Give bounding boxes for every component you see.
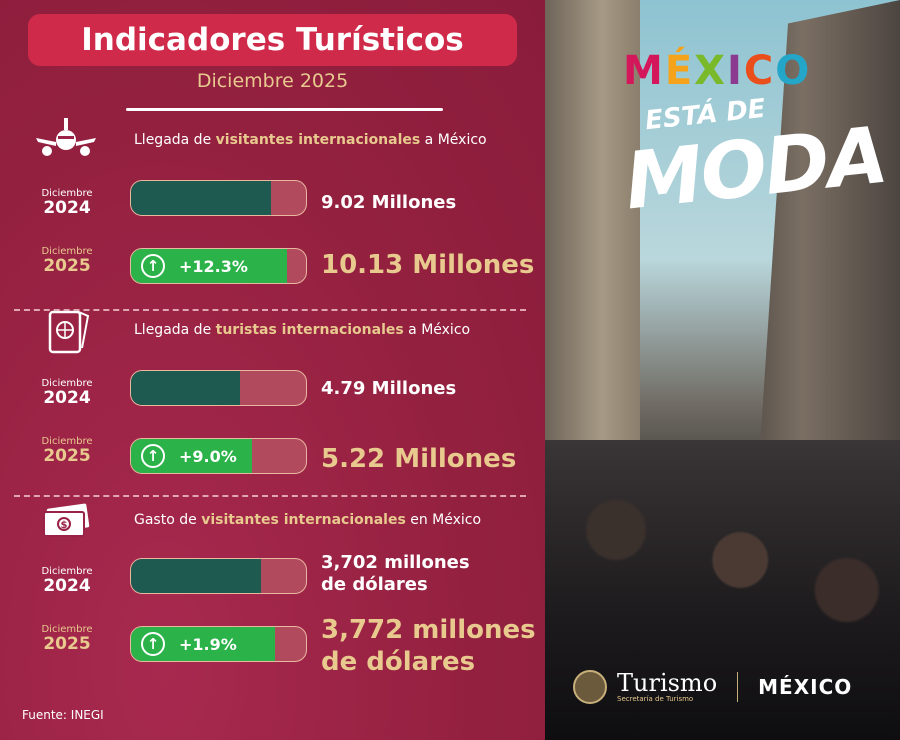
indicator-section: Llegada de visitantes internacionales a … <box>0 118 545 298</box>
year-label-prev: Diciembre 2024 <box>41 378 93 408</box>
indicator-section: Llegada de turistas internacionales a Mé… <box>0 308 545 488</box>
national-seal-icon <box>573 670 607 704</box>
bar-prev <box>130 370 307 406</box>
page-title: Indicadores Turísticos <box>28 14 517 66</box>
bar-fill-prev <box>131 181 271 215</box>
change-percent: +12.3% <box>179 256 248 276</box>
divider <box>126 108 443 111</box>
brand-subtitle: Secretaría de Turismo <box>617 695 694 703</box>
year-label-curr: Diciembre 2025 <box>41 624 93 654</box>
section-divider <box>14 495 526 497</box>
year-label-prev: Diciembre 2024 <box>41 566 93 596</box>
bar-prev <box>130 558 307 594</box>
indicator-section: $ Gasto de visitantes internacionales en… <box>0 496 545 677</box>
brand-name: Turismo <box>617 669 718 697</box>
money-icon: $ <box>34 496 98 544</box>
section-title: Llegada de turistas internacionales a Mé… <box>134 322 471 338</box>
section-title: Gasto de visitantes internacionales en M… <box>134 512 482 528</box>
bar-fill-curr: ↑ +1.9% <box>131 627 275 661</box>
page-subtitle: Diciembre 2025 <box>196 70 349 92</box>
bar-fill-prev <box>131 559 261 593</box>
bar-prev <box>130 180 307 216</box>
bar-curr: ↑ +12.3% <box>130 248 307 284</box>
value-curr: 10.13 Millones <box>321 250 535 280</box>
change-percent: +1.9% <box>179 634 237 654</box>
section-divider <box>14 309 526 311</box>
infographic-panel: Indicadores Turísticos Diciembre 2025 Ll… <box>0 0 545 740</box>
value-prev: 4.79 Millones <box>321 378 457 399</box>
value-prev: 3,702 millones de dólares <box>321 552 470 595</box>
airplane-icon <box>34 118 98 166</box>
separator <box>737 672 739 702</box>
arrow-up-icon: ↑ <box>141 254 165 278</box>
bar-fill-prev <box>131 371 240 405</box>
bar-curr: ↑ +9.0% <box>130 438 307 474</box>
value-curr: 3,772 millones de dólares <box>321 615 536 677</box>
building-left <box>545 0 640 480</box>
bar-curr: ↑ +1.9% <box>130 626 307 662</box>
country-logo: MÉXICO <box>758 675 853 699</box>
section-title: Llegada de visitantes internacionales a … <box>134 132 487 148</box>
year-label-curr: Diciembre 2025 <box>41 246 93 276</box>
mexico-logo: MÉXICO <box>623 48 812 94</box>
year-label-curr: Diciembre 2025 <box>41 436 93 466</box>
footer-logos: Turismo Secretaría de Turismo MÉXICO <box>573 670 852 704</box>
change-percent: +9.0% <box>179 446 237 466</box>
value-prev: 9.02 Millones <box>321 192 457 213</box>
source-note: Fuente: INEGI <box>22 708 104 722</box>
arrow-up-icon: ↑ <box>141 444 165 468</box>
passport-icon <box>34 308 98 356</box>
bar-fill-curr: ↑ +9.0% <box>131 439 252 473</box>
value-curr: 5.22 Millones <box>321 444 517 474</box>
svg-text:$: $ <box>61 520 68 531</box>
arrow-up-icon: ↑ <box>141 632 165 656</box>
bar-fill-curr: ↑ +12.3% <box>131 249 287 283</box>
campaign-photo: MÉXICO ESTÁ DE MODA Turismo Secretaría d… <box>545 0 900 740</box>
year-label-prev: Diciembre 2024 <box>41 188 93 218</box>
